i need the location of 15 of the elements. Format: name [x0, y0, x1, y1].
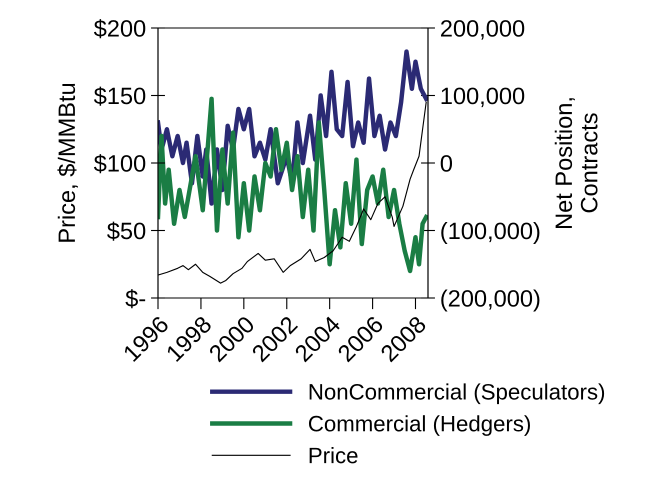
- y-tick-label: $200: [94, 19, 146, 38]
- y2-tick-label: (100,000): [441, 222, 540, 244]
- y-tick-label: $-: [125, 289, 146, 308]
- y-tick-label: $150: [94, 86, 146, 106]
- y-axis-title: Price, $/MMBtu: [57, 84, 78, 242]
- legend-label: Commercial (Hedgers): [308, 415, 530, 436]
- y2-tick-label: (200,000): [441, 289, 540, 312]
- y2-tick-label: 100,000: [442, 88, 524, 108]
- y-tick-label: $100: [94, 154, 146, 174]
- y2-tick-label: 200,000: [440, 20, 524, 40]
- legend-label: NonCommercial (Speculators): [310, 383, 604, 404]
- y2-tick-label: 0: [440, 155, 452, 172]
- legend-label: Price: [310, 447, 358, 464]
- y-tick-label: $50: [107, 222, 146, 241]
- y2-axis-title: Net Position, Contracts: [554, 98, 598, 228]
